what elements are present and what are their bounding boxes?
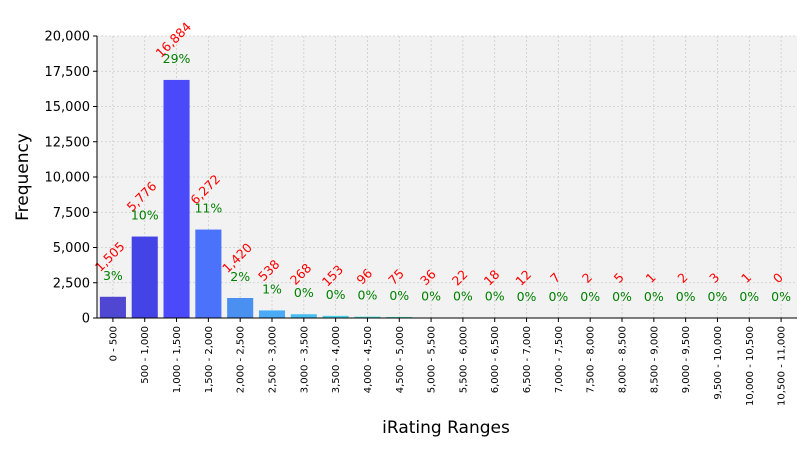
x-tick-label: 4,000 - 4,500 <box>363 326 374 393</box>
bar <box>227 297 254 318</box>
y-tick-label: 17,500 <box>45 65 91 80</box>
x-tick-label: 8,000 - 8,500 <box>618 326 629 393</box>
x-tick-label: 5,500 - 6,000 <box>458 326 469 393</box>
y-tick-label: 20,000 <box>45 30 91 45</box>
x-tick-label: 6,500 - 7,000 <box>522 326 533 393</box>
x-tick-label: 9,500 - 10,000 <box>713 326 724 400</box>
x-tick-label: 3,500 - 4,000 <box>331 326 342 393</box>
y-tick-label: 12,500 <box>45 135 91 150</box>
percent-label: 1% <box>262 281 282 296</box>
bar <box>386 316 413 318</box>
x-tick-label: 6,000 - 6,500 <box>490 326 501 393</box>
bars-group <box>99 79 763 318</box>
y-tick-label: 10,000 <box>45 171 91 186</box>
percent-label: 0% <box>421 288 441 303</box>
percent-label: 0% <box>358 288 378 303</box>
x-axis: 0 - 500 500 - 1,000 1,000 - 1,500 1,500 - 2… <box>97 317 797 406</box>
y-tick-label: 5,000 <box>53 241 90 256</box>
x-tick-label: 0 - 500 <box>108 326 119 361</box>
y-tick-label: 15,000 <box>45 100 91 115</box>
y-tick-label: 0 <box>82 312 90 327</box>
percent-label: 0% <box>326 287 346 302</box>
percent-label: 0% <box>612 289 632 304</box>
percent-label: 10% <box>131 208 159 223</box>
percent-label: 0% <box>771 289 791 304</box>
x-tick-label: 10,000 - 10,500 <box>745 326 756 406</box>
y-axis: 0 2,500 5,000 7,500 10,000 12,500 15,000 17,500… <box>45 30 98 327</box>
x-tick-label: 1,500 - 2,000 <box>204 326 215 393</box>
x-tick-label: 500 - 1,000 <box>140 326 151 384</box>
percent-label: 3% <box>103 268 123 283</box>
percent-label: 0% <box>548 289 568 304</box>
bar <box>354 316 381 318</box>
x-tick-label: 3,000 - 3,500 <box>299 326 310 393</box>
percent-label: 2% <box>230 269 250 284</box>
bar <box>290 314 317 318</box>
x-tick-label: 4,500 - 5,000 <box>395 326 406 393</box>
percent-label: 0% <box>389 288 409 303</box>
bar <box>195 229 222 318</box>
y-tick-label: 7,500 <box>53 206 90 221</box>
y-axis-title: Frequency <box>13 133 33 221</box>
percent-label: 0% <box>676 289 696 304</box>
percent-label: 0% <box>644 289 664 304</box>
x-axis-title: iRating Ranges <box>382 418 510 438</box>
percent-label: 0% <box>580 289 600 304</box>
x-tick-label: 7,500 - 8,000 <box>586 326 597 393</box>
x-tick-label: 7,000 - 7,500 <box>554 326 565 393</box>
x-tick-label: 2,000 - 2,500 <box>236 326 247 393</box>
percent-label: 0% <box>453 289 473 304</box>
percent-labels-group: 3% 10% 29% 11% 2% 1% 0% 0% 0% 0% 0% 0% 0% 0% 0% 0% 0% 0% 0… <box>103 51 791 304</box>
bar <box>258 310 286 318</box>
percent-label: 0% <box>739 289 759 304</box>
percent-label: 11% <box>194 201 222 216</box>
percent-label: 0% <box>517 289 537 304</box>
percent-label: 0% <box>485 289 505 304</box>
x-tick-label: 5,000 - 5,500 <box>427 326 438 393</box>
bar <box>163 79 190 318</box>
x-tick-label: 8,500 - 9,000 <box>649 326 660 393</box>
y-tick-label: 2,500 <box>53 276 90 291</box>
percent-label: 0% <box>708 289 728 304</box>
bar <box>322 315 349 318</box>
x-tick-label: 1,000 - 1,500 <box>172 326 183 393</box>
percent-label: 29% <box>163 51 191 66</box>
bar <box>131 236 158 318</box>
bar <box>99 296 126 318</box>
x-tick-label: 9,000 - 9,500 <box>681 326 692 393</box>
x-tick-label: 10,500 - 11,000 <box>777 326 788 406</box>
percent-label: 0% <box>294 285 314 300</box>
x-tick-label: 2,500 - 3,000 <box>268 326 279 393</box>
